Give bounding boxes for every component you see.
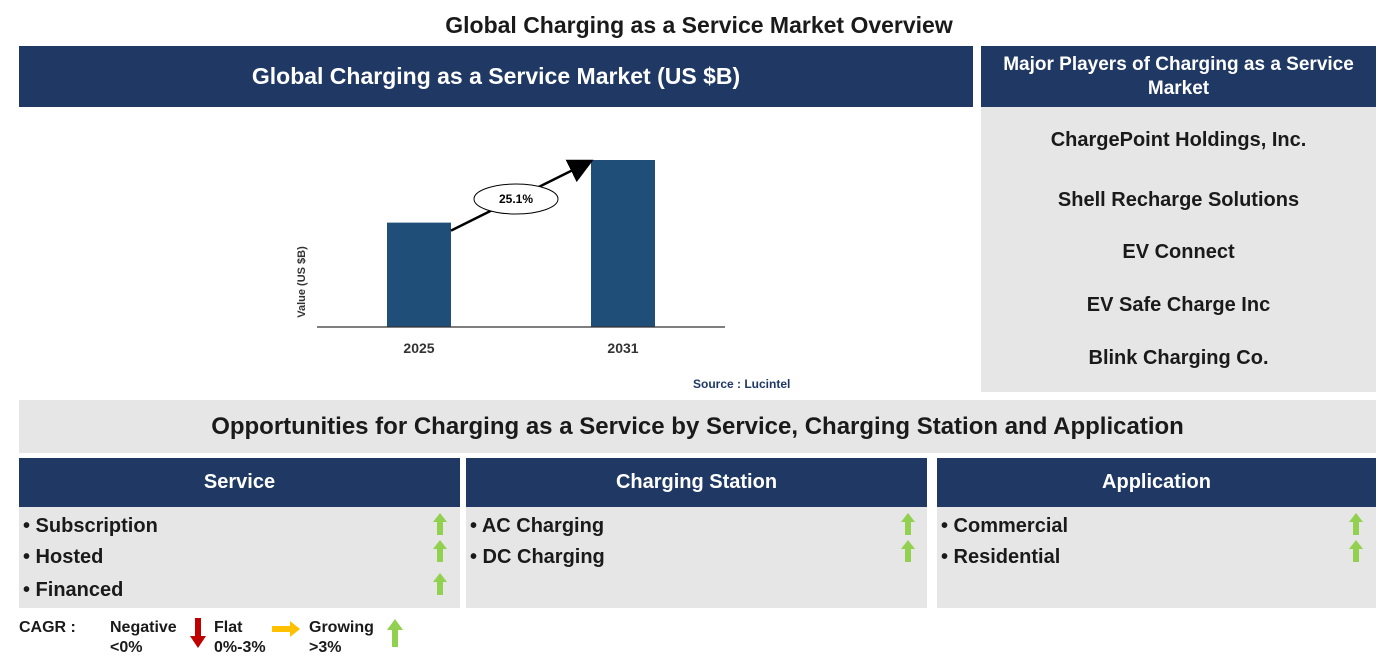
segment-item: • Subscription xyxy=(23,515,158,537)
player-item: Blink Charging Co. xyxy=(1088,347,1269,369)
players-header: Major Players of Charging as a Service M… xyxy=(981,46,1376,107)
x-tick-label: 2031 xyxy=(607,340,638,356)
chart-panel-header: Global Charging as a Service Market (US … xyxy=(19,46,973,107)
opportunities-header: Opportunities for Charging as a Service … xyxy=(19,400,1376,453)
segment-item: • Commercial xyxy=(941,515,1069,537)
up-arrow-icon xyxy=(433,573,447,595)
legend-growing-line2: >3% xyxy=(309,639,342,656)
player-item: EV Connect xyxy=(1122,241,1235,263)
legend-negative: Negative <0% xyxy=(110,618,177,658)
legend-label: CAGR : xyxy=(19,619,76,636)
legend-growing: Growing >3% xyxy=(309,618,374,658)
right-arrow-icon xyxy=(272,621,300,637)
page-title: Global Charging as a Service Market Over… xyxy=(445,12,953,38)
up-arrow-icon xyxy=(433,513,447,535)
legend-negative-line1: Negative xyxy=(110,619,177,636)
bar-2031 xyxy=(591,160,655,327)
segment-item: • Residential xyxy=(941,546,1061,568)
up-arrow-icon xyxy=(901,540,915,562)
segment-header-application: Application xyxy=(937,458,1376,507)
player-item: Shell Recharge Solutions xyxy=(1057,189,1300,211)
legend-flat: Flat 0%-3% xyxy=(214,618,266,658)
legend-negative-line2: <0% xyxy=(110,639,143,656)
up-arrow-icon xyxy=(387,619,403,647)
segment-header-service: Service xyxy=(19,458,460,507)
players-header-text: Major Players of Charging as a Service M… xyxy=(1003,53,1354,99)
players-list: ChargePoint Holdings, Inc. Shell Recharg… xyxy=(981,107,1376,392)
up-arrow-icon xyxy=(1349,540,1363,562)
up-arrow-icon xyxy=(433,540,447,562)
legend-flat-line1: Flat xyxy=(214,619,243,636)
segment-body-service: • Subscription • Hosted • Financed xyxy=(19,507,460,608)
up-arrow-icon xyxy=(1349,513,1363,535)
down-arrow-icon xyxy=(190,618,206,648)
segment-body-application: • Commercial • Residential xyxy=(937,507,1376,608)
up-arrow-icon xyxy=(901,513,915,535)
player-item: EV Safe Charge Inc xyxy=(1086,294,1271,316)
segment-item: • Financed xyxy=(23,579,124,601)
cagr-annotation: 25.1% xyxy=(499,192,533,206)
cagr-ellipse xyxy=(473,183,559,215)
source-note: Source : Lucintel xyxy=(693,377,791,391)
legend-growing-line1: Growing xyxy=(309,619,374,636)
segment-body-charging-station: • AC Charging • DC Charging xyxy=(466,507,927,608)
segment-item: • DC Charging xyxy=(470,546,605,568)
segment-item: • AC Charging xyxy=(470,515,605,537)
market-bar-chart: Value (US $B) 2025 2031 25.1% xyxy=(296,159,725,356)
x-tick-label: 2025 xyxy=(403,340,434,356)
y-axis-label: Value (US $B) xyxy=(296,246,308,318)
player-item: ChargePoint Holdings, Inc. xyxy=(1050,129,1307,151)
segment-item: • Hosted xyxy=(23,546,104,568)
bar-2025 xyxy=(387,222,451,327)
legend-flat-line2: 0%-3% xyxy=(214,639,266,656)
segment-header-charging-station: Charging Station xyxy=(466,458,927,507)
